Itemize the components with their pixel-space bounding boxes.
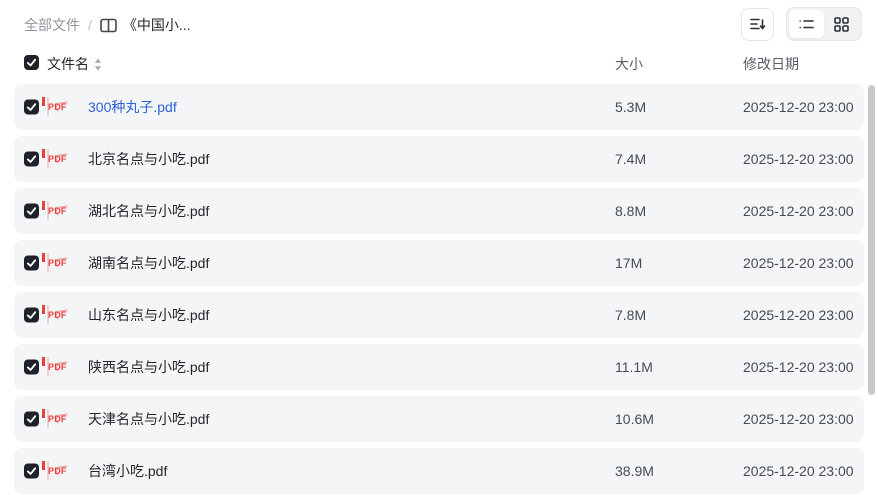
- pdf-file-icon: PDF: [42, 97, 69, 116]
- file-size: 10.6M: [615, 411, 654, 427]
- table-header: 文件名 大小 修改日期: [14, 52, 864, 76]
- file-name-link[interactable]: 台湾小吃.pdf: [88, 463, 168, 479]
- list-view-icon: [799, 18, 814, 31]
- file-modified-date: 2025-12-20 23:00: [743, 359, 854, 375]
- file-size: 7.8M: [615, 307, 647, 323]
- pdf-file-icon: PDF: [42, 149, 69, 168]
- pdf-file-icon: PDF: [42, 253, 69, 272]
- pdf-file-icon: PDF: [42, 409, 69, 428]
- row-checkbox[interactable]: [24, 411, 39, 427]
- breadcrumb-root[interactable]: 全部文件: [24, 17, 80, 33]
- table-row[interactable]: PDF 天津名点与小吃.pdf 10.6M 2025-12-20 23:00: [14, 396, 864, 442]
- file-name-link[interactable]: 天津名点与小吃.pdf: [88, 411, 210, 427]
- vertical-scrollbar-thumb[interactable]: [868, 85, 875, 395]
- pdf-file-icon: PDF: [42, 305, 69, 324]
- view-toolbar: [741, 7, 862, 41]
- file-name-link[interactable]: 300种丸子.pdf: [88, 99, 177, 115]
- column-header-name-label: 文件名: [47, 56, 89, 72]
- pdf-file-icon: PDF: [42, 201, 69, 220]
- file-modified-date: 2025-12-20 23:00: [743, 203, 854, 219]
- row-checkbox[interactable]: [24, 255, 39, 271]
- file-size: 17M: [615, 255, 643, 271]
- column-header-size[interactable]: 大小: [615, 56, 643, 72]
- breadcrumb-separator: /: [88, 17, 92, 33]
- breadcrumb: 全部文件 / 《中国小...: [24, 14, 191, 36]
- sort-arrows-icon: [94, 58, 102, 71]
- row-checkbox[interactable]: [24, 151, 39, 167]
- file-modified-date: 2025-12-20 23:00: [743, 99, 854, 115]
- file-size: 8.8M: [615, 203, 647, 219]
- view-mode-switch: [786, 7, 862, 41]
- file-name-link[interactable]: 陕西名点与小吃.pdf: [88, 359, 210, 375]
- pdf-file-icon: PDF: [42, 357, 69, 376]
- file-list: PDF 300种丸子.pdf 5.3M 2025-12-20 23:00 PDF…: [14, 84, 864, 495]
- list-view-button[interactable]: [789, 10, 824, 38]
- grid-view-icon: [834, 16, 849, 32]
- column-header-name[interactable]: 文件名: [47, 54, 102, 74]
- table-row[interactable]: PDF 湖北名点与小吃.pdf 8.8M 2025-12-20 23:00: [14, 188, 864, 234]
- row-checkbox[interactable]: [24, 307, 39, 323]
- file-size: 5.3M: [615, 99, 647, 115]
- pdf-file-icon: PDF: [42, 461, 69, 480]
- table-row[interactable]: PDF 300种丸子.pdf 5.3M 2025-12-20 23:00: [14, 84, 864, 130]
- grid-view-button[interactable]: [824, 10, 859, 38]
- table-row[interactable]: PDF 陕西名点与小吃.pdf 11.1M 2025-12-20 23:00: [14, 344, 864, 390]
- row-checkbox[interactable]: [24, 203, 39, 219]
- file-size: 11.1M: [615, 359, 653, 375]
- file-name-link[interactable]: 湖北名点与小吃.pdf: [88, 203, 210, 219]
- file-modified-date: 2025-12-20 23:00: [743, 151, 854, 167]
- table-row[interactable]: PDF 山东名点与小吃.pdf 7.8M 2025-12-20 23:00: [14, 292, 864, 338]
- file-name-link[interactable]: 湖南名点与小吃.pdf: [88, 255, 210, 271]
- row-checkbox[interactable]: [24, 99, 39, 115]
- row-checkbox[interactable]: [24, 463, 39, 479]
- table-row[interactable]: PDF 湖南名点与小吃.pdf 17M 2025-12-20 23:00: [14, 240, 864, 286]
- breadcrumb-current[interactable]: 《中国小...: [100, 15, 191, 35]
- select-all-checkbox[interactable]: [24, 55, 39, 70]
- table-row[interactable]: PDF 台湾小吃.pdf 38.9M 2025-12-20 23:00: [14, 448, 864, 494]
- file-name-link[interactable]: 山东名点与小吃.pdf: [88, 307, 210, 323]
- file-name-link[interactable]: 北京名点与小吃.pdf: [88, 151, 210, 167]
- table-row[interactable]: PDF 北京名点与小吃.pdf 7.4M 2025-12-20 23:00: [14, 136, 864, 182]
- file-modified-date: 2025-12-20 23:00: [743, 463, 854, 479]
- column-header-modified[interactable]: 修改日期: [743, 56, 799, 72]
- file-modified-date: 2025-12-20 23:00: [743, 307, 854, 323]
- file-modified-date: 2025-12-20 23:00: [743, 411, 854, 427]
- sort-descending-icon: [749, 16, 766, 32]
- breadcrumb-current-label: 《中国小...: [122, 17, 191, 33]
- book-icon: [100, 18, 117, 33]
- sort-button[interactable]: [741, 7, 774, 41]
- file-size: 7.4M: [615, 151, 647, 167]
- row-checkbox[interactable]: [24, 359, 39, 375]
- file-size: 38.9M: [615, 463, 654, 479]
- file-modified-date: 2025-12-20 23:00: [743, 255, 854, 271]
